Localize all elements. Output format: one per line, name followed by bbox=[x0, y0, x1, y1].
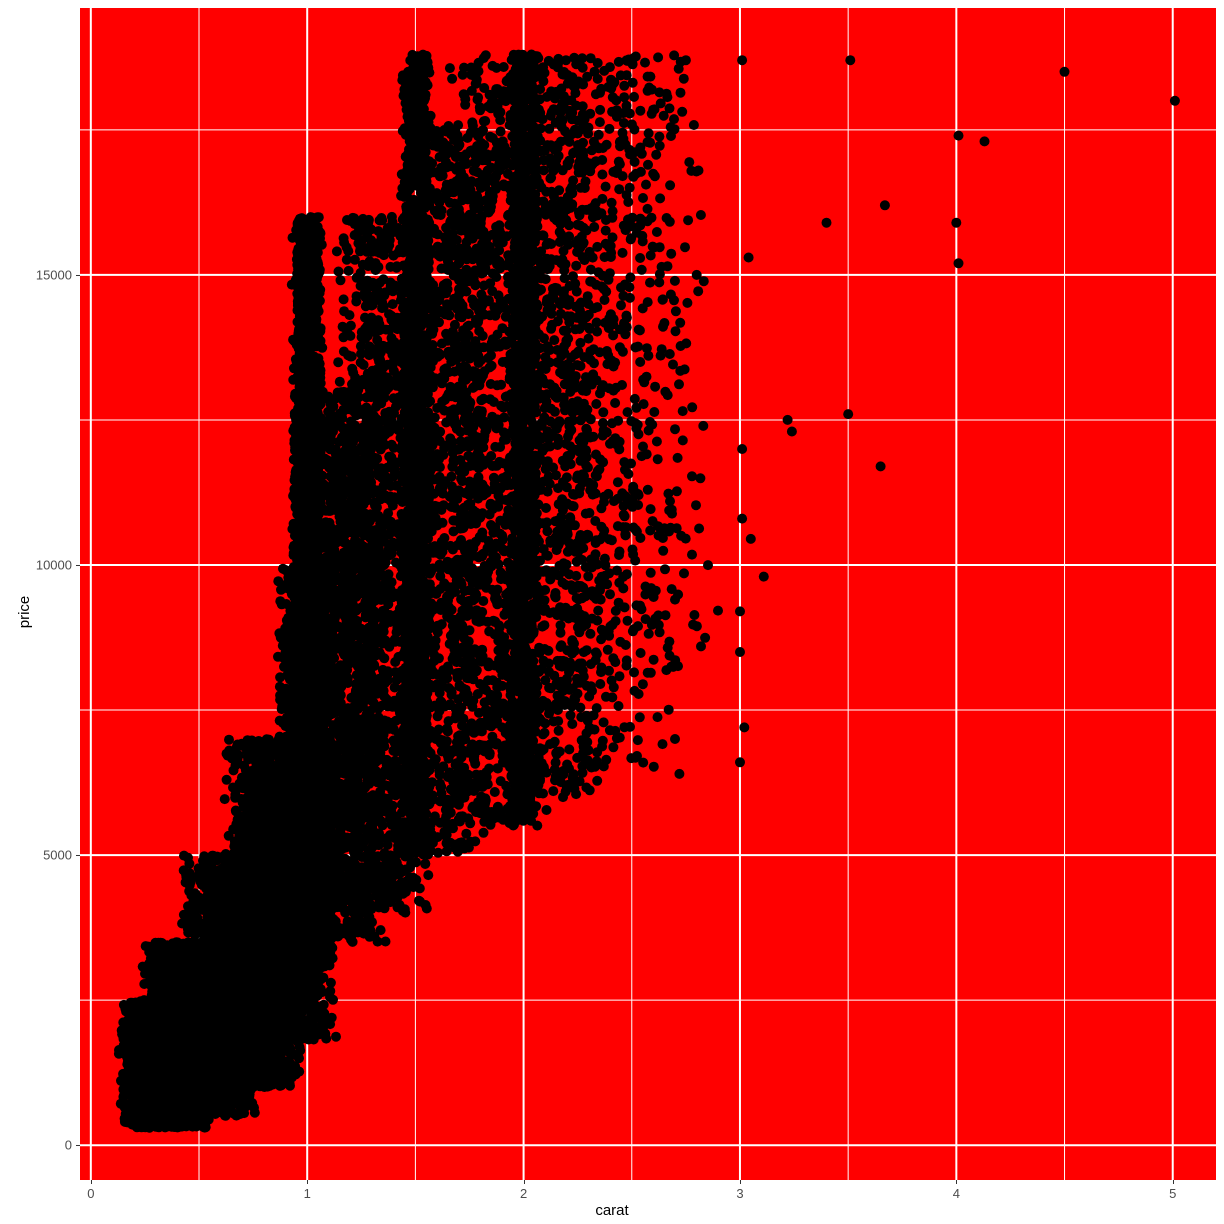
x-tick-mark bbox=[740, 1180, 741, 1184]
y-axis-title: price bbox=[16, 596, 33, 629]
x-tick-label: 0 bbox=[87, 1186, 94, 1201]
y-tick-label: 0 bbox=[65, 1138, 72, 1153]
y-tick-label: 10000 bbox=[36, 557, 72, 572]
x-tick-mark bbox=[307, 1180, 308, 1184]
x-tick-label: 2 bbox=[520, 1186, 527, 1201]
x-tick-label: 1 bbox=[304, 1186, 311, 1201]
x-tick-label: 3 bbox=[736, 1186, 743, 1201]
y-tick-label: 5000 bbox=[43, 848, 72, 863]
x-tick-mark bbox=[91, 1180, 92, 1184]
x-tick-mark bbox=[1173, 1180, 1174, 1184]
plot-panel bbox=[80, 8, 1216, 1180]
scatter-chart: price carat 0 5000 10000 15000 0 1 2 3 4 5 bbox=[0, 0, 1224, 1224]
x-tick-label: 5 bbox=[1169, 1186, 1176, 1201]
x-tick-mark bbox=[524, 1180, 525, 1184]
x-tick-mark bbox=[956, 1180, 957, 1184]
y-tick-label: 15000 bbox=[36, 267, 72, 282]
x-axis-title: carat bbox=[595, 1202, 628, 1219]
x-tick-label: 4 bbox=[953, 1186, 960, 1201]
